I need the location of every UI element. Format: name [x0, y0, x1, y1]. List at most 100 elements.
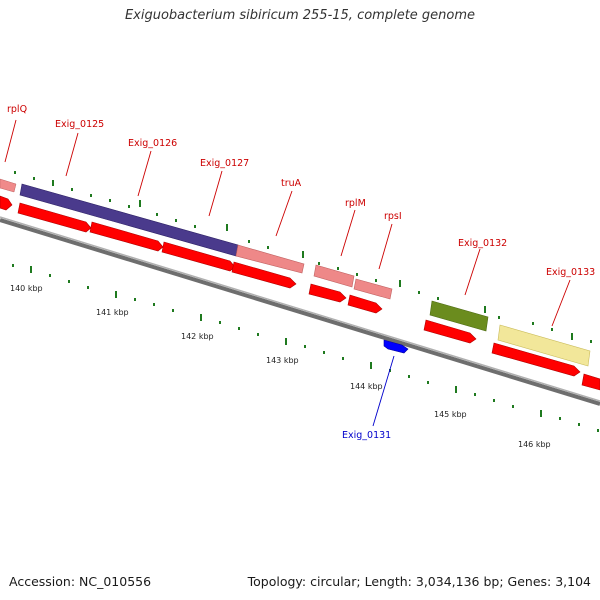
tick-mark	[194, 225, 196, 228]
tick-mark	[248, 240, 250, 243]
feature-label-exig-0132: Exig_0132	[458, 238, 507, 249]
feature-bar-rpsi	[353, 278, 393, 300]
tick-mark	[540, 410, 542, 417]
feature-label-rplm: rplM	[345, 198, 366, 209]
tick-mark	[571, 333, 573, 340]
leader-line	[378, 223, 393, 270]
tick-mark	[418, 291, 420, 294]
tick-mark	[427, 381, 429, 384]
feature-label-rplq: rplQ	[7, 104, 27, 115]
tick-mark	[128, 205, 130, 208]
tick-mark	[68, 280, 70, 283]
feature-label-exig-0127: Exig_0127	[200, 158, 249, 169]
tick-mark	[474, 393, 476, 396]
kbp-scale-labels: 140 kbp 141 kbp 142 kbp 143 kbp 144 kbp …	[10, 284, 551, 449]
tick-mark	[267, 246, 269, 249]
gene-arrow	[89, 221, 164, 252]
tick-mark	[172, 309, 174, 312]
reverse-gene-exig-0131	[383, 339, 409, 354]
tick-mark	[559, 417, 561, 420]
tick-mark	[532, 322, 534, 325]
tick-mark	[597, 429, 599, 432]
tick-mark	[399, 280, 401, 287]
tick-mark	[109, 199, 111, 202]
kbp-label: 146 kbp	[518, 440, 551, 449]
tick-mark	[302, 251, 304, 258]
tick-mark	[115, 291, 117, 298]
leader-line	[551, 279, 571, 327]
upper-feature-track	[0, 178, 591, 367]
forward-gene-track	[0, 195, 600, 391]
tick-mark	[49, 274, 51, 277]
leader-line	[65, 132, 79, 177]
kbp-label: 144 kbp	[350, 382, 383, 391]
tick-mark	[337, 267, 339, 270]
tick-mark	[134, 298, 136, 301]
leader-line	[340, 209, 356, 257]
leader-line	[464, 248, 481, 296]
gene-arrow	[308, 283, 347, 303]
gene-arrow	[0, 195, 13, 211]
tick-mark	[12, 264, 14, 267]
genome-backbone-highlight	[0, 216, 600, 402]
tick-mark	[156, 213, 158, 216]
tick-mark	[200, 314, 202, 321]
tick-mark	[71, 188, 73, 191]
tick-mark	[370, 362, 372, 369]
feature-bar-exig-0133	[497, 324, 591, 367]
tick-mark	[498, 316, 500, 319]
tick-mark	[238, 327, 240, 330]
gene-arrow	[17, 202, 92, 233]
kbp-label: 142 kbp	[181, 332, 214, 341]
feature-labels: rplQ Exig_0125 Exig_0126 Exig_0127 truA …	[7, 104, 595, 441]
tick-mark	[437, 297, 439, 300]
tick-mark	[33, 177, 35, 180]
tick-mark	[578, 423, 580, 426]
tick-mark	[356, 273, 358, 276]
kbp-label: 140 kbp	[10, 284, 43, 293]
tick-mark	[342, 357, 344, 360]
feature-bar	[0, 178, 17, 193]
gene-arrow	[231, 261, 297, 289]
tick-mark	[512, 405, 514, 408]
tick-mark	[304, 345, 306, 348]
tick-mark	[375, 279, 377, 282]
tick-mark	[87, 286, 89, 289]
gene-arrow	[347, 294, 383, 314]
kbp-label: 143 kbp	[266, 356, 299, 365]
tick-mark	[175, 219, 177, 222]
tick-mark	[52, 180, 54, 186]
tick-mark	[551, 328, 553, 331]
feature-bar-exig-0127	[235, 244, 305, 274]
map-title: Exiguobacterium sibiricum 255-15, comple…	[124, 8, 476, 23]
feature-label-exig-0125: Exig_0125	[55, 119, 104, 130]
outer-tick-track	[14, 171, 592, 343]
leader-line	[372, 355, 395, 427]
tick-mark	[484, 306, 486, 313]
accession-text: Accession: NC_010556	[9, 574, 152, 589]
tick-mark	[408, 375, 410, 378]
tick-mark	[226, 224, 228, 231]
tick-mark	[590, 340, 592, 343]
inner-tick-track	[12, 264, 599, 432]
gene-arrow	[581, 373, 600, 391]
tick-mark	[14, 171, 16, 174]
tick-mark	[139, 200, 141, 207]
genome-backbone	[0, 218, 600, 406]
feature-label-trua: truA	[281, 178, 302, 189]
tick-mark	[153, 303, 155, 306]
feature-label-exig-0133: Exig_0133	[546, 267, 595, 278]
tick-mark	[323, 351, 325, 354]
leader-line	[137, 150, 152, 197]
leader-line	[4, 119, 17, 163]
tick-mark	[285, 338, 287, 345]
tick-mark	[455, 386, 457, 393]
tick-mark	[30, 266, 32, 273]
feature-label-rpsi: rpsI	[384, 211, 402, 222]
leader-line	[275, 190, 293, 237]
kbp-label: 141 kbp	[96, 308, 129, 317]
feature-bar-rplm	[313, 264, 355, 288]
tick-mark	[219, 321, 221, 324]
